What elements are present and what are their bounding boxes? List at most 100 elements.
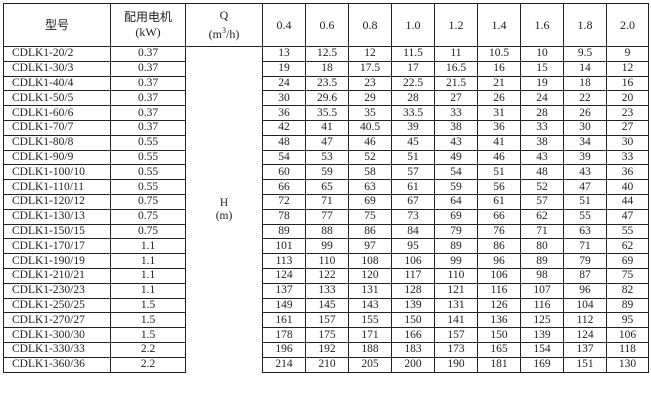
model-cell: CDLK1-100/10 — [3, 164, 111, 181]
head-value-cell: 9 — [606, 46, 649, 62]
head-value-cell: 150 — [477, 327, 521, 343]
head-value-cell: 77 — [305, 208, 349, 225]
head-value-cell: 33 — [434, 105, 478, 121]
model-cell: CDLK1-300/30 — [3, 327, 111, 343]
power-cell: 0.55 — [110, 134, 186, 151]
pump-performance-table: 型号 配用电机 (kW) Q (m3/h) 0.4 0.6 0.8 1.0 1.2 1.4 1.… — [3, 3, 649, 373]
head-value-cell: 112 — [563, 312, 607, 329]
head-value-cell: 76 — [477, 223, 521, 240]
head-value-cell: 89 — [606, 297, 649, 314]
head-value-cell: 28 — [391, 90, 435, 107]
head-value-cell: 108 — [348, 253, 392, 269]
head-value-cell: 139 — [391, 297, 435, 314]
head-value-cell: 11 — [434, 46, 478, 62]
head-value-cell: 14 — [563, 60, 607, 77]
head-value-cell: 69 — [434, 208, 478, 225]
power-cell: 0.75 — [110, 193, 186, 210]
head-value-cell: 178 — [262, 327, 306, 343]
power-cell: 2.2 — [110, 341, 186, 358]
head-value-cell: 13 — [262, 46, 306, 62]
head-value-cell: 63 — [348, 179, 392, 195]
head-value-cell: 16 — [477, 60, 521, 77]
head-value-cell: 59 — [434, 179, 478, 195]
head-value-cell: 36 — [262, 105, 306, 121]
head-value-cell: 55 — [563, 208, 607, 225]
table-row: CDLK1-110/11 0.55 66 65 63 61 59 56 52 47 40 — [3, 179, 649, 195]
head-value-cell: 26 — [563, 105, 607, 121]
head-value-cell: 200 — [391, 356, 435, 373]
head-value-cell: 88 — [305, 223, 349, 240]
head-value-cell: 26 — [477, 90, 521, 107]
head-value-cell: 30 — [606, 134, 649, 151]
head-value-cell: 33 — [520, 119, 564, 136]
head-value-cell: 47 — [606, 208, 649, 225]
head-value-cell: 166 — [391, 327, 435, 343]
head-value-cell: 151 — [563, 356, 607, 373]
head-value-cell: 17.5 — [348, 60, 392, 77]
power-cell: 0.37 — [110, 60, 186, 77]
head-value-cell: 171 — [348, 327, 392, 343]
head-value-cell: 35.5 — [305, 105, 349, 121]
head-value-cell: 51 — [563, 193, 607, 210]
head-value-cell: 9.5 — [563, 46, 607, 62]
head-value-cell: 16 — [606, 75, 649, 92]
head-value-cell: 41 — [477, 134, 521, 151]
model-cell: CDLK1-70/7 — [3, 119, 111, 136]
head-value-cell: 66 — [262, 179, 306, 195]
power-cell: 0.75 — [110, 223, 186, 240]
model-cell: CDLK1-190/19 — [3, 253, 111, 269]
head-value-cell: 137 — [262, 282, 306, 299]
model-cell: CDLK1-210/21 — [3, 267, 111, 284]
head-value-cell: 22 — [563, 90, 607, 107]
head-value-cell: 95 — [606, 312, 649, 329]
table-row: CDLK1-30/3 0.37 19 18 17.5 17 16.5 16 15 14 12 — [3, 60, 649, 77]
head-value-cell: 33.5 — [391, 105, 435, 121]
head-value-cell: 23.5 — [305, 75, 349, 92]
model-cell: CDLK1-50/5 — [3, 90, 111, 107]
head-value-cell: 48 — [520, 164, 564, 181]
head-value-cell: 46 — [477, 149, 521, 166]
head-value-cell: 107 — [520, 282, 564, 299]
head-value-cell: 143 — [348, 297, 392, 314]
table-row: CDLK1-270/27 1.5 161 157 155 150 141 136 125 112 9… — [3, 312, 649, 329]
head-value-cell: 205 — [348, 356, 392, 373]
head-value-cell: 10.5 — [477, 46, 521, 62]
table-row: CDLK1-230/23 1.1 137 133 131 128 121 116 107 96 82 — [3, 282, 649, 299]
flow-value-header: 0.6 — [305, 3, 349, 47]
model-cell: CDLK1-40/4 — [3, 75, 111, 92]
head-value-cell: 62 — [606, 238, 649, 255]
head-value-cell: 21.5 — [434, 75, 478, 92]
table-row: CDLK1-20/2 0.37 H (m) 13 12.5 12 11.5 11 10.5 10 9.… — [3, 46, 649, 373]
head-value-cell: 78 — [262, 208, 306, 225]
head-value-cell: 133 — [305, 282, 349, 299]
head-value-cell: 53 — [305, 149, 349, 166]
model-cell: CDLK1-20/2 — [3, 46, 111, 62]
head-value-cell: 42 — [262, 119, 306, 136]
head-value-cell: 39 — [391, 119, 435, 136]
table-row: CDLK1-70/7 0.37 42 41 40.5 39 38 36 33 30 27 — [3, 119, 649, 136]
table-row: CDLK1-300/30 1.5 178 175 171 166 157 150 139 124 1… — [3, 327, 649, 343]
head-value-cell: 51 — [477, 164, 521, 181]
head-value-cell: 106 — [391, 253, 435, 269]
head-value-cell: 52 — [348, 149, 392, 166]
head-value-cell: 116 — [477, 282, 521, 299]
power-cell: 0.37 — [110, 46, 186, 62]
head-value-cell: 75 — [348, 208, 392, 225]
head-value-cell: 54 — [262, 149, 306, 166]
head-value-cell: 58 — [348, 164, 392, 181]
head-value-cell: 157 — [305, 312, 349, 329]
head-value-cell: 28 — [520, 105, 564, 121]
head-value-cell: 47 — [305, 134, 349, 151]
model-cell: CDLK1-250/25 — [3, 297, 111, 314]
table-row: CDLK1-100/10 0.55 60 59 58 57 54 51 48 43 36 — [3, 164, 649, 181]
head-value-cell: 55 — [606, 223, 649, 240]
flow-value-header: 0.8 — [348, 3, 392, 47]
head-value-cell: 113 — [262, 253, 306, 269]
head-value-cell: 62 — [520, 208, 564, 225]
power-cell: 0.55 — [110, 179, 186, 195]
head-value-cell: 188 — [348, 341, 392, 358]
head-value-cell: 106 — [606, 327, 649, 343]
head-value-cell: 60 — [262, 164, 306, 181]
power-cell: 1.1 — [110, 282, 186, 299]
head-value-cell: 38 — [520, 134, 564, 151]
